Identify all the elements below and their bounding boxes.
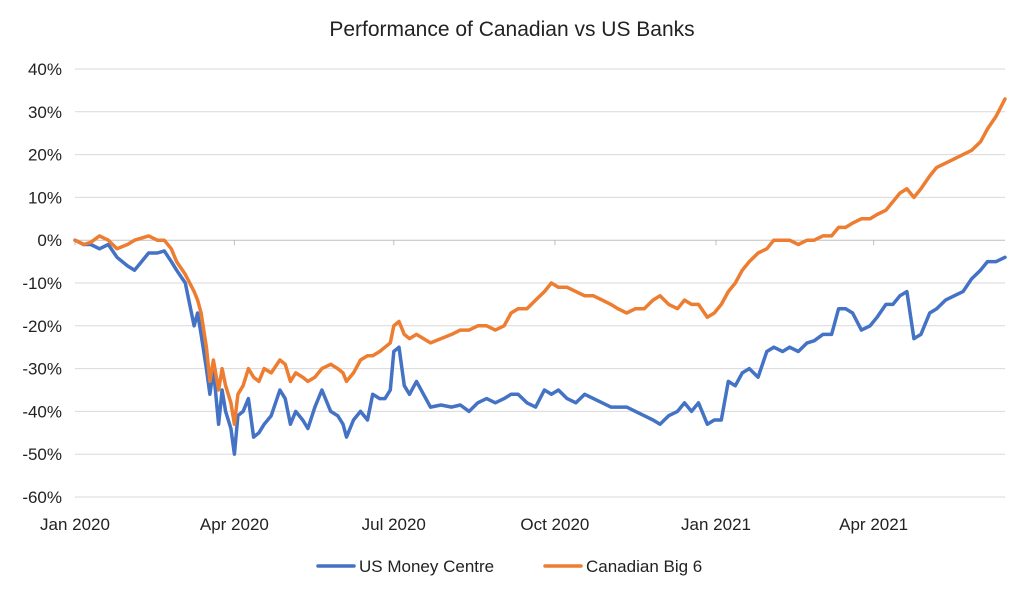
y-tick-label: -60% [22, 488, 62, 507]
y-tick-label: -30% [22, 360, 62, 379]
legend: US Money Centre Canadian Big 6 [316, 557, 702, 576]
y-tick-label: 40% [28, 60, 62, 79]
legend-item: Canadian Big 6 [543, 557, 702, 576]
legend-item: US Money Centre [316, 557, 494, 576]
y-tick-label: -20% [22, 317, 62, 336]
x-tick-label: Oct 2020 [520, 515, 589, 534]
x-tick-label: Jan 2021 [681, 515, 751, 534]
series-line-canadian-big-6 [73, 97, 1007, 426]
series-line-us-money-centre [73, 238, 1007, 456]
x-tick-label: Jan 2020 [40, 515, 110, 534]
x-tick-label: Jul 2020 [362, 515, 426, 534]
legend-label: Canadian Big 6 [586, 557, 702, 576]
gridlines [75, 68, 1005, 498]
y-tick-label: -40% [22, 402, 62, 421]
y-tick-label: 10% [28, 188, 62, 207]
x-tick-label: Apr 2021 [839, 515, 908, 534]
legend-label: US Money Centre [359, 557, 494, 576]
y-tick-label: -10% [22, 274, 62, 293]
chart-title: Performance of Canadian vs US Banks [329, 18, 694, 41]
x-axis-tick-labels: Jan 2020 Apr 2020 Jul 2020 Oct 2020 Jan 2021… [40, 515, 908, 534]
y-tick-label: -50% [22, 445, 62, 464]
y-tick-label: 0% [37, 231, 62, 250]
y-tick-label: 30% [28, 103, 62, 122]
x-axis [74, 239, 1005, 246]
series-lines [73, 97, 1007, 456]
y-axis-tick-labels: 40% 30% 20% 10% 0% -10% -20% -30% -40% -50% -60% [22, 60, 62, 507]
x-tick-label: Apr 2020 [200, 515, 269, 534]
y-tick-label: 20% [28, 146, 62, 165]
